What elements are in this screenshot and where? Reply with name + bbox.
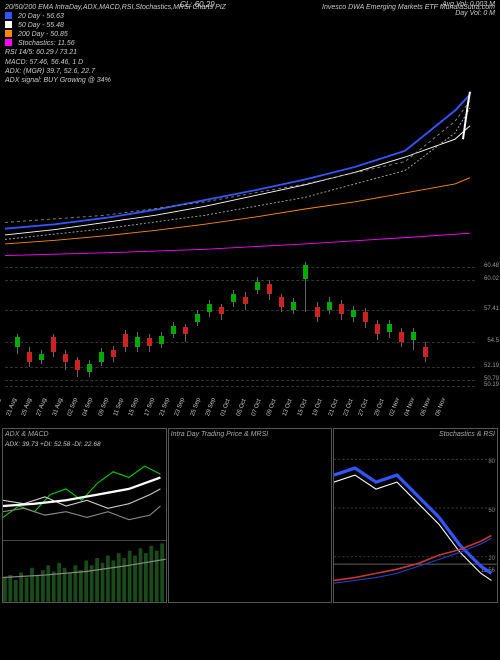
candle[interactable] — [99, 352, 104, 362]
candle[interactable] — [423, 347, 428, 357]
candle[interactable] — [207, 304, 212, 312]
candle[interactable] — [231, 294, 236, 302]
price-level-label: 52.19 — [484, 363, 499, 369]
candle[interactable] — [243, 297, 248, 304]
adx-values: ADX: 39.73 +DI: 52.58 -DI: 22.68 — [3, 440, 166, 449]
indicator-line: ADX: (MGR) 39.7, 52.6, 22.7 — [5, 67, 495, 76]
price-level-label: 54.5 — [487, 338, 499, 344]
date-axis: 17 Aug19 Aug21 Aug25 Aug27 Aug31 Aug02 S… — [5, 394, 475, 426]
indicator-line: MACD: 57.46, 56.46, 1 D — [5, 58, 495, 67]
price-level-label: 50.19 — [484, 382, 499, 388]
date-tick: 06 Nov — [435, 406, 468, 426]
candle[interactable] — [27, 352, 32, 362]
candle[interactable] — [183, 327, 188, 334]
indicator-line: 200 Day - 50.85 — [5, 30, 495, 39]
candle[interactable] — [267, 284, 272, 294]
candle[interactable] — [111, 350, 116, 357]
candle[interactable] — [219, 307, 224, 314]
intraday-panel[interactable]: Intra Day Trading Price & MRSI — [168, 428, 333, 603]
indicator-line: 20 Day - 56.63 — [5, 12, 495, 21]
candle[interactable] — [171, 326, 176, 334]
candle[interactable] — [363, 312, 368, 322]
candle[interactable] — [351, 310, 356, 317]
candle[interactable] — [147, 338, 152, 346]
candlestick-chart[interactable]: 60.4860.0257.4154.552.1950.7950.19 — [5, 262, 475, 392]
indicator-line: Stochastics: 11.56 — [5, 39, 495, 48]
indicator-line: 50 Day - 55.48 — [5, 21, 495, 30]
main-price-chart[interactable] — [5, 90, 475, 260]
candle[interactable] — [399, 332, 404, 342]
candle[interactable] — [339, 304, 344, 314]
candle[interactable] — [135, 337, 140, 347]
candle[interactable] — [39, 354, 44, 360]
candle[interactable] — [63, 354, 68, 362]
candle[interactable] — [51, 337, 56, 352]
price-level-label: 60.48 — [484, 263, 499, 269]
close-price: CL: 60.29 — [180, 0, 215, 10]
candle[interactable] — [75, 360, 80, 370]
candle[interactable] — [87, 364, 92, 372]
candle[interactable] — [411, 332, 416, 340]
price-level-label: 60.02 — [484, 276, 499, 282]
candle[interactable] — [327, 302, 332, 310]
price-level-label: 57.41 — [484, 306, 499, 312]
candle[interactable] — [387, 324, 392, 332]
indicator-line: RSI 14/5: 60.29 / 73.21 — [5, 48, 495, 57]
candle[interactable] — [123, 334, 128, 347]
candle[interactable] — [303, 265, 308, 279]
volume-info: Avg Vol: 0.003 M Day Vol: 0 M — [442, 0, 495, 18]
indicator-line: ADX signal: BUY Growing @ 34% — [5, 76, 495, 85]
candle[interactable] — [315, 307, 320, 317]
chart-header: 20/50/200 EMA IntraDay,ADX,MACD,RSI,Stoc… — [0, 0, 500, 88]
candle[interactable] — [159, 336, 164, 344]
adx-macd-panel[interactable]: ADX & MACD ADX: 39.73 +DI: 52.58 -DI: 22… — [2, 428, 167, 603]
candle[interactable] — [195, 314, 200, 322]
candle[interactable] — [291, 302, 296, 310]
indicator-panels: ADX & MACD ADX: 39.73 +DI: 52.58 -DI: 22… — [0, 428, 500, 603]
candle[interactable] — [375, 324, 380, 334]
candle[interactable] — [255, 282, 260, 290]
candle[interactable] — [279, 297, 284, 307]
stochastics-panel[interactable]: Stochastics & RSI 80502011.56 — [333, 428, 498, 603]
candle[interactable] — [15, 337, 20, 347]
